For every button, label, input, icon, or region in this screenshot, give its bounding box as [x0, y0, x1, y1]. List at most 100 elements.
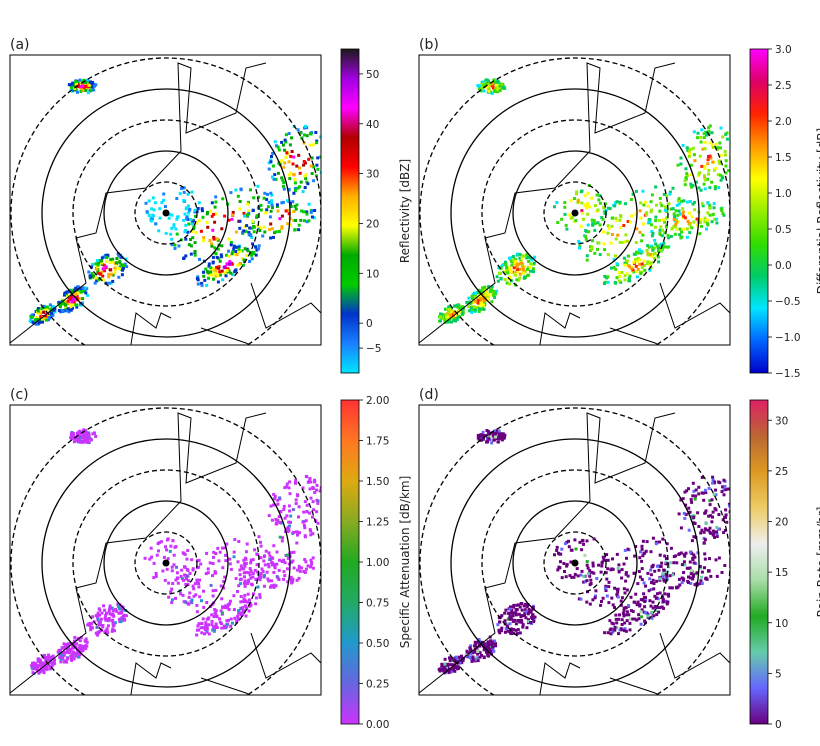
echo-pixel [309, 480, 313, 484]
echo-pixel [697, 186, 701, 190]
echo-pixel [711, 533, 715, 537]
echo-pixel [225, 619, 229, 623]
echo-pixel [494, 432, 497, 435]
echo-pixel [269, 504, 273, 508]
echo-pixel [199, 562, 203, 566]
echo-pixel [707, 129, 711, 133]
echo-pixel [644, 213, 648, 217]
echo-pixel [622, 587, 626, 591]
echo-pixel [286, 580, 290, 584]
echo-pixel [97, 620, 101, 624]
echo-pixel [624, 202, 627, 206]
echo-pixel [604, 571, 608, 575]
echo-pixel [490, 640, 494, 644]
echo-pixel [640, 567, 644, 571]
echo-pixel [300, 566, 303, 570]
echo-pixel [498, 631, 502, 635]
echo-pixel [88, 274, 92, 278]
echo-pixel [595, 577, 599, 580]
echo-pixel [703, 166, 707, 170]
echo-pixel [103, 616, 107, 620]
echo-pixel [449, 663, 453, 667]
echo-pixel [707, 569, 710, 573]
echo-pixel [460, 305, 464, 309]
echo-pixel [688, 550, 692, 554]
echo-pixel [175, 217, 179, 221]
echo-pixel [655, 613, 659, 617]
echo-pixel [270, 518, 274, 522]
echo-pixel [590, 245, 594, 249]
echo-pixel [615, 219, 619, 222]
echo-pixel [190, 598, 194, 602]
echo-pixel [214, 609, 218, 613]
echo-pixel [727, 487, 730, 491]
echo-pixel [698, 564, 702, 568]
echo-pixel [270, 227, 274, 231]
echo-pixel [470, 295, 474, 298]
echo-pixel [172, 563, 176, 567]
echo-pixel [308, 132, 312, 136]
echo-pixel [586, 223, 590, 227]
echo-pixel [675, 228, 678, 231]
echo-pixel [182, 578, 185, 582]
echo-pixel [47, 655, 51, 659]
echo-pixel [218, 620, 222, 624]
echo-pixel [186, 192, 190, 196]
echo-pixel [241, 613, 244, 617]
echo-pixel [292, 530, 295, 534]
echo-pixel [310, 561, 314, 565]
echo-pixel [81, 286, 85, 290]
echo-pixel [510, 609, 514, 612]
echo-pixel [180, 187, 184, 190]
echo-pixel [241, 606, 244, 610]
echo-pixel [259, 540, 262, 544]
echo-pixel [611, 557, 614, 561]
echo-pixel [487, 285, 491, 289]
echo-pixel [46, 663, 50, 667]
echo-pixel [693, 522, 697, 525]
echo-pixel [455, 655, 458, 659]
echo-pixel [212, 550, 216, 554]
echo-pixel [627, 613, 631, 617]
echo-pixel [678, 227, 682, 231]
echo-pixel [559, 560, 562, 564]
echo-pixel [475, 656, 479, 660]
echo-pixel [201, 617, 205, 621]
echo-pixel [269, 222, 273, 226]
echo-pixel [168, 549, 172, 553]
echo-pixel [316, 156, 320, 160]
border-line [130, 312, 172, 345]
echo-pixel [278, 496, 282, 500]
echo-pixel [480, 87, 484, 91]
echo-pixel [494, 435, 497, 439]
echo-pixel [316, 499, 320, 503]
echo-pixel [165, 567, 169, 571]
echo-pixel [272, 544, 276, 548]
echo-pixel [699, 135, 703, 139]
echo-pixel [229, 191, 233, 195]
echo-pixel [588, 602, 592, 606]
echo-pixel [495, 83, 499, 87]
echo-pixel [460, 654, 463, 658]
echo-pixel [484, 644, 488, 648]
echo-pixel [703, 511, 707, 515]
echo-pixel [66, 649, 69, 653]
echo-pixel [527, 620, 531, 623]
echo-pixel [470, 306, 474, 310]
echo-pixel [228, 602, 232, 606]
echo-pixel [478, 651, 482, 655]
echo-pixel [530, 617, 534, 621]
echo-pixel [215, 237, 219, 241]
echo-pixel [655, 579, 659, 583]
colorbar-label: Differential Reflectivity [dB] [815, 128, 820, 294]
echo-pixel [600, 600, 603, 603]
echo-pixel [158, 216, 162, 220]
echo-pixel [615, 276, 619, 280]
echo-pixel [533, 615, 537, 619]
echo-pixel [269, 209, 273, 213]
echo-pixel [727, 502, 730, 506]
echo-pixel [615, 626, 619, 630]
echo-pixel [706, 201, 710, 205]
echo-pixel [266, 562, 270, 566]
echo-pixel [643, 605, 647, 609]
